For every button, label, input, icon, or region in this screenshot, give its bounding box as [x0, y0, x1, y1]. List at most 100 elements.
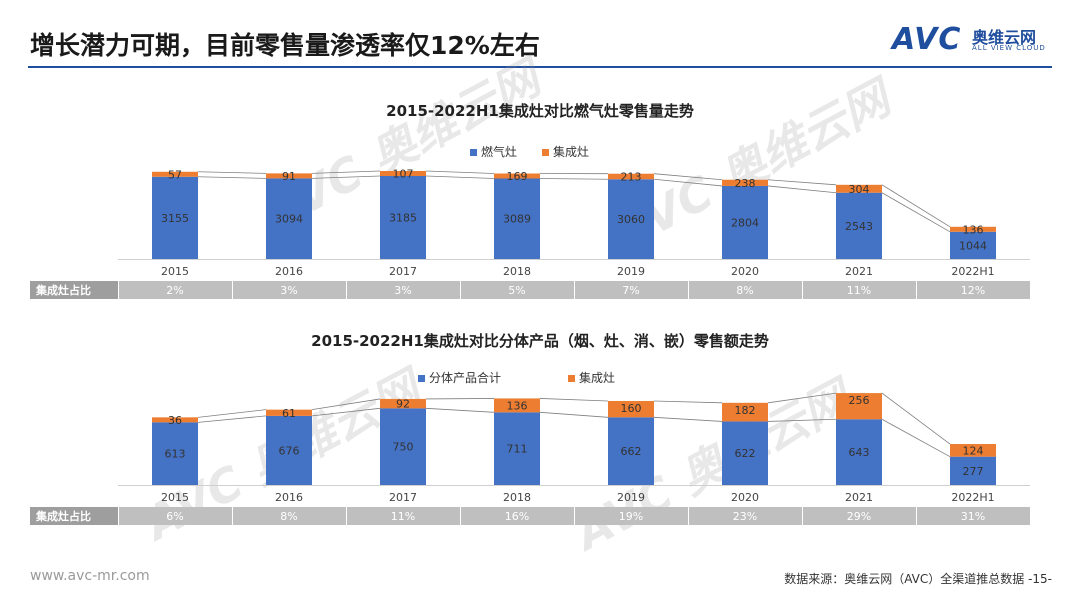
connector-line-bottom — [539, 411, 609, 418]
connector-line-top — [653, 173, 723, 181]
share-row-value: 12% — [961, 284, 985, 297]
share-row-value: 19% — [619, 510, 643, 523]
share-row-cell — [689, 281, 802, 299]
x-tick-label: 2020 — [731, 491, 759, 504]
x-tick-label: 2020 — [731, 265, 759, 278]
data-label-top: 61 — [282, 407, 296, 420]
bar-top-segment — [266, 173, 312, 179]
bar-top-segment — [722, 179, 768, 186]
data-label-base: 3094 — [275, 213, 303, 226]
data-label-base: 277 — [963, 465, 984, 478]
share-row-value: 8% — [736, 284, 753, 297]
bar-base-segment — [722, 185, 768, 259]
data-label-top: 36 — [168, 414, 182, 427]
data-label-base: 3185 — [389, 211, 417, 224]
bar-top-segment — [608, 400, 654, 418]
share-row-label: 集成灶占比 — [35, 509, 91, 523]
x-tick-label: 2019 — [617, 265, 645, 278]
bar-top-segment — [380, 170, 426, 176]
data-label-base: 3155 — [161, 212, 189, 225]
share-row-header-cell — [30, 507, 118, 525]
connector-line-bottom — [653, 416, 723, 422]
share-row-cell — [347, 507, 460, 525]
connector-line-top — [653, 400, 723, 404]
avc-logo: AVC 奥维云网 ALL VIEW CLOUD — [892, 22, 1052, 58]
share-row-cell — [461, 507, 574, 525]
x-tick-label: 2017 — [389, 491, 417, 504]
data-label-base: 1044 — [959, 239, 987, 252]
share-row-value: 3% — [394, 284, 411, 297]
connector-line-top — [425, 398, 495, 400]
connector-line-bottom — [653, 178, 723, 187]
data-label-top: 304 — [849, 183, 870, 196]
bar-base-segment — [950, 231, 996, 259]
bar-base-segment — [152, 176, 198, 259]
share-row-cell — [803, 507, 916, 525]
x-tick-label: 2022H1 — [951, 265, 994, 278]
data-label-top: 182 — [735, 404, 756, 417]
data-label-base: 2804 — [731, 216, 759, 229]
share-row-label: 集成灶占比 — [35, 283, 91, 297]
bar-base-segment — [608, 179, 654, 259]
data-label-base: 676 — [279, 444, 300, 457]
legend-swatch — [542, 149, 549, 156]
connector-line-top — [425, 170, 495, 174]
x-tick-label: 2019 — [617, 491, 645, 504]
chart1-stacked-bar: 燃气灶 集成灶 3155 57 2015 3094 91 2016 3185 107 2017 308… — [30, 144, 1030, 299]
legend-label: 分体产品合计 — [429, 370, 501, 385]
bar-base-segment — [722, 421, 768, 485]
x-tick-label: 2021 — [845, 265, 873, 278]
data-label-base: 662 — [621, 445, 642, 458]
x-tick-label: 2021 — [845, 491, 873, 504]
footer-source: 数据来源：奥维云网（AVC）全渠道推总数据 -15- — [784, 572, 1052, 586]
data-label-top: 91 — [282, 170, 296, 183]
bar-base-segment — [494, 178, 540, 259]
header-divider — [28, 66, 1052, 68]
share-row-value: 16% — [505, 510, 529, 523]
x-tick-label: 2015 — [161, 265, 189, 278]
bar-base-segment — [266, 178, 312, 259]
bar-top-segment — [494, 398, 540, 413]
logo-cn-text: 奥维云网 — [972, 28, 1037, 47]
data-label-top: 213 — [621, 170, 642, 183]
share-row-cell — [347, 281, 460, 299]
chart2-title: 2015-2022H1集成灶对比分体产品（烟、灶、消、嵌）零售额走势 — [311, 332, 769, 350]
data-label-top: 107 — [393, 167, 414, 180]
logo-en-text: ALL VIEW CLOUD — [972, 44, 1046, 52]
logo-avc-text: AVC — [892, 22, 962, 57]
connector-line-bottom — [197, 176, 267, 179]
legend-swatch — [470, 149, 477, 156]
chart1-title: 2015-2022H1集成灶对比燃气灶零售量走势 — [386, 102, 694, 120]
connector-line-bottom — [425, 407, 495, 413]
connector-line-top — [767, 392, 837, 404]
share-row-value: 11% — [847, 284, 871, 297]
bar-top-segment — [836, 393, 882, 420]
data-label-top: 256 — [849, 394, 870, 407]
share-row-cell — [119, 507, 232, 525]
bar-base-segment — [152, 422, 198, 485]
legend-label: 集成灶 — [579, 370, 615, 385]
connector-line-bottom — [767, 185, 837, 194]
share-row-cell — [917, 507, 1030, 525]
x-tick-label: 2022H1 — [951, 491, 994, 504]
x-tick-label: 2018 — [503, 491, 531, 504]
share-row-value: 6% — [166, 510, 183, 523]
share-row-header-cell — [30, 281, 118, 299]
data-label-top: 238 — [735, 177, 756, 190]
connector-line-bottom — [311, 407, 381, 417]
connector-line-bottom — [197, 415, 267, 423]
bar-top-segment — [152, 171, 198, 177]
bar-base-segment — [836, 192, 882, 259]
connector-line-bottom — [767, 418, 837, 422]
bar-top-segment — [608, 173, 654, 180]
bar-top-segment — [950, 226, 996, 232]
chart2-stacked-bar: 分体产品合计 集成灶 613 36 2015 676 61 2016 750 92 2017 711 1… — [30, 370, 1030, 525]
connector-line-top — [197, 409, 267, 418]
data-label-top: 124 — [963, 444, 984, 457]
bar-top-segment — [836, 184, 882, 193]
bar-top-segment — [266, 409, 312, 416]
data-label-base: 613 — [165, 448, 186, 461]
bar-base-segment — [380, 175, 426, 259]
bar-base-segment — [380, 408, 426, 485]
connector-line-top — [881, 184, 951, 228]
